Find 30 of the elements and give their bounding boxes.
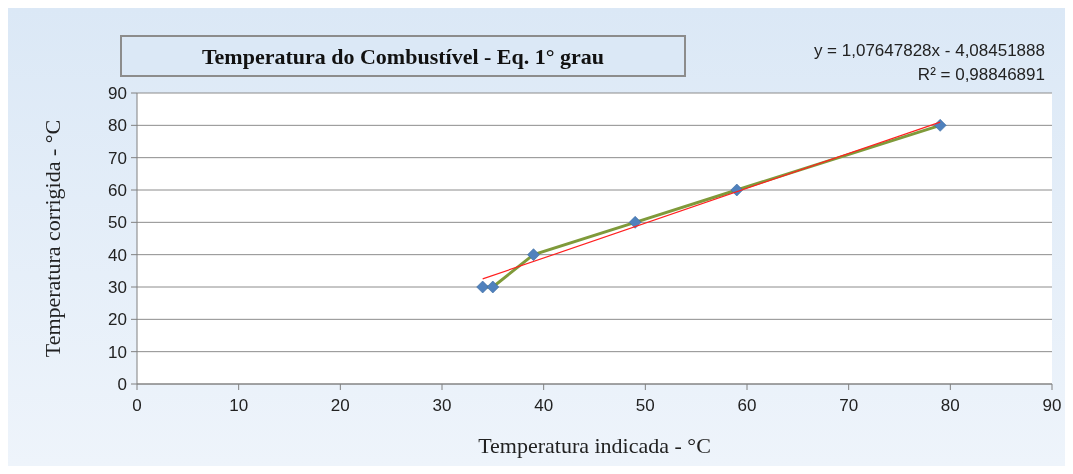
x-axis-title: Temperatura indicada - °C [478, 433, 711, 458]
point [933, 119, 947, 132]
y-tick-label: 50 [108, 213, 127, 233]
text: R² = 0,98846891 [917, 65, 1045, 84]
chart-title: Temperatura do Combustível - Eq. 1° grau [201, 44, 605, 69]
y-tick-label: 90 [108, 84, 127, 103]
x-tick-label: 20 [330, 396, 350, 415]
x-tick-label: 30 [432, 396, 452, 415]
x-tick-label: 40 [534, 396, 554, 415]
y-tick-label: 80 [108, 116, 127, 136]
point [527, 248, 540, 261]
y-tick-label: 0 [117, 375, 127, 394]
y-tick-label: 20 [108, 310, 127, 330]
y-axis-title: Temperatura corrigida - °C [40, 119, 65, 358]
y-tick-label: 10 [108, 342, 127, 362]
point [628, 216, 642, 229]
y-tick-label: 30 [108, 278, 127, 297]
x-tick-label: 10 [229, 396, 249, 415]
x-tick-label: 0 [132, 396, 142, 415]
x-tick-label: 50 [635, 396, 655, 415]
point [476, 280, 489, 294]
x-tick-label: 80 [940, 396, 960, 415]
y-tick-label: 60 [108, 181, 127, 200]
y-tick-label: 40 [108, 245, 127, 265]
point [486, 280, 500, 294]
x-tick-label: 90 [1042, 396, 1062, 415]
x-tick-label: 60 [737, 396, 757, 415]
y-tick-label: 70 [108, 148, 127, 168]
x-tick-label: 70 [839, 396, 859, 415]
text: y = 1,07647828x - 4,08451888 [813, 41, 1045, 60]
